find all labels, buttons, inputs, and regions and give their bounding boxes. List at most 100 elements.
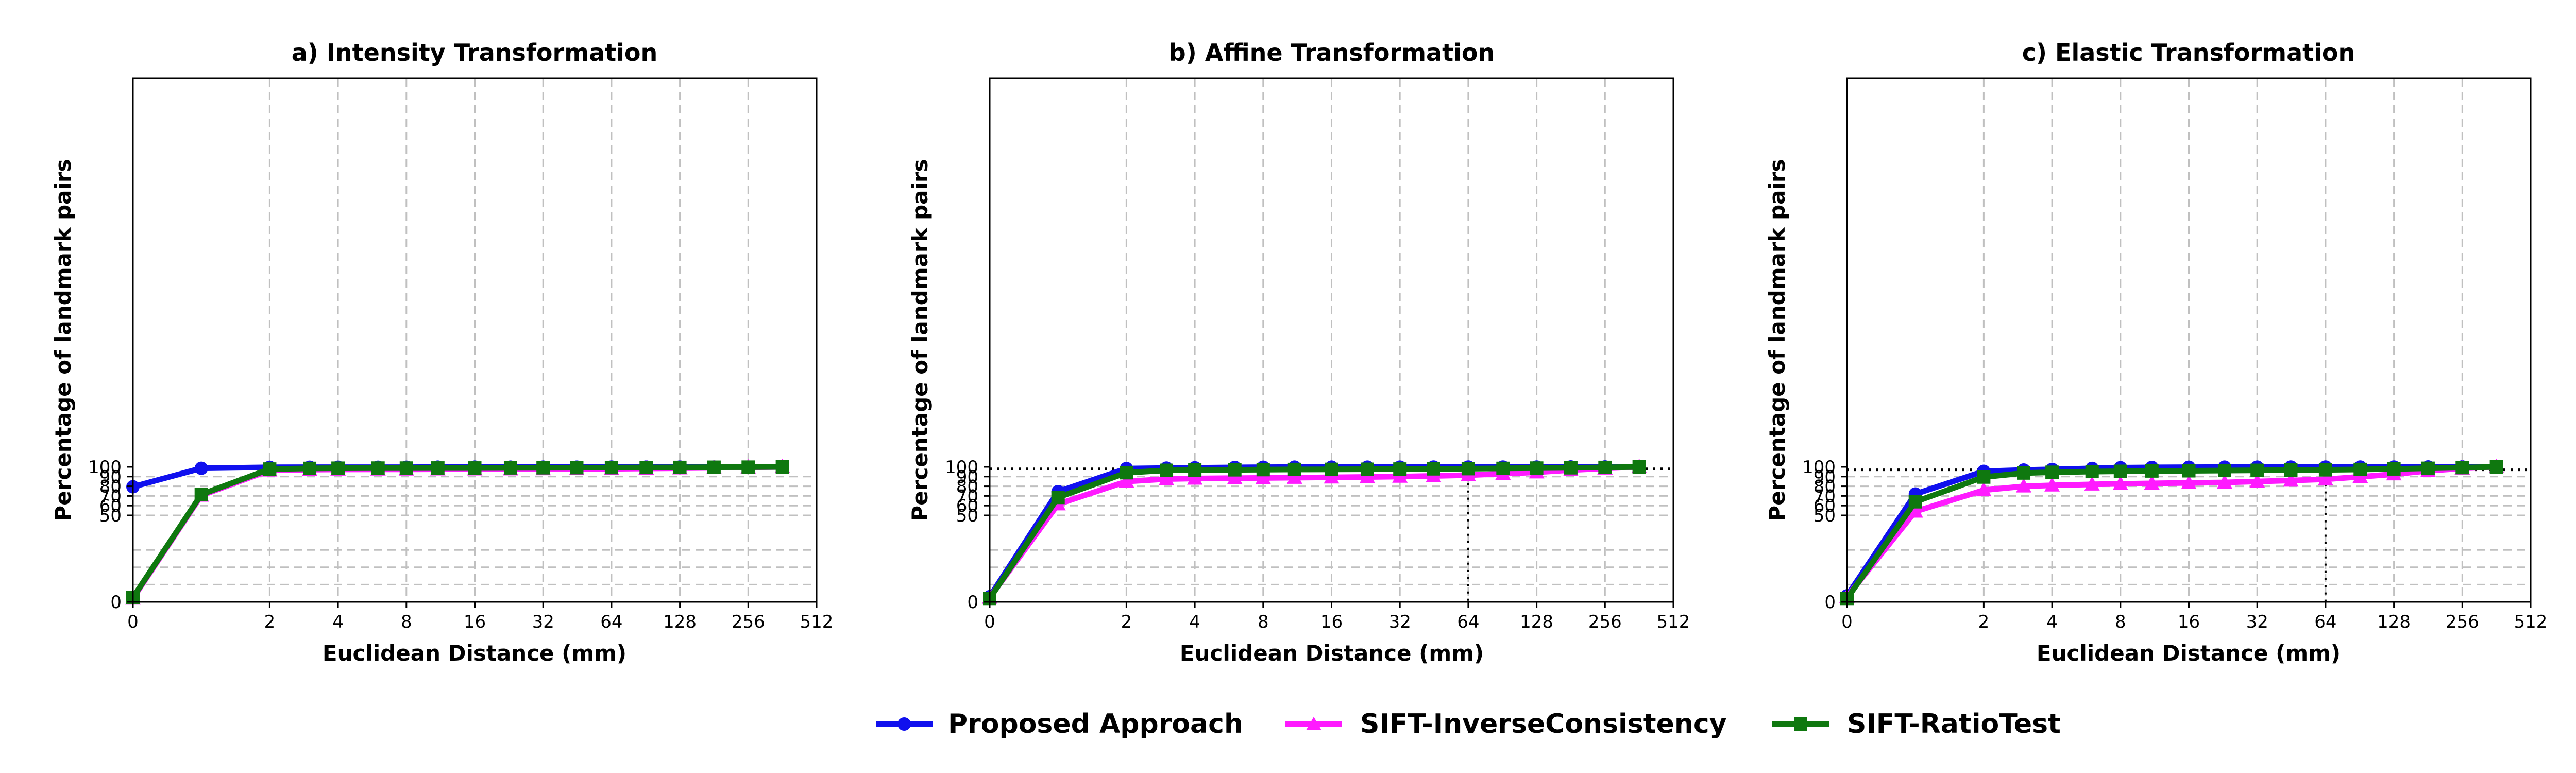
data-point — [2353, 462, 2367, 476]
y-tick-label: 100 — [945, 457, 978, 478]
data-point — [2045, 465, 2059, 479]
x-tick-label: 256 — [732, 612, 765, 632]
data-point — [1159, 470, 1175, 485]
data-point — [331, 461, 345, 475]
legend-marker-square-icon — [1794, 717, 1807, 731]
y-tick-label: 90 — [99, 467, 122, 488]
data-point — [2250, 463, 2264, 477]
y-tick-label: 50 — [99, 506, 122, 526]
chart-panel-a: a) Intensity Transformation Euclidean Di… — [50, 39, 833, 666]
chart-title: c) Elastic Transformation — [2022, 39, 2355, 66]
data-point — [2113, 464, 2127, 478]
x-tick-label: 32 — [532, 612, 554, 632]
chart-title: a) Intensity Transformation — [292, 39, 658, 66]
y-tick-label: 0 — [110, 592, 122, 613]
y-tick-label: 70 — [956, 486, 978, 507]
data-point — [2283, 472, 2299, 487]
series-sift-ratio-test — [983, 460, 1646, 606]
y-tick-label: 80 — [956, 477, 978, 497]
data-point — [2318, 463, 2332, 477]
x-tick-label: 2 — [1121, 612, 1132, 632]
data-point — [2217, 463, 2231, 477]
data-point — [503, 461, 517, 475]
data-point — [2145, 464, 2159, 478]
x-tick-label: 256 — [2446, 612, 2479, 632]
data-point — [194, 461, 208, 475]
y-tick-label: 100 — [88, 457, 122, 478]
data-point — [1324, 469, 1340, 484]
data-point — [2284, 463, 2298, 477]
data-point — [1255, 469, 1271, 484]
data-point — [1360, 462, 1374, 476]
data-point — [2144, 475, 2160, 490]
data-point — [2016, 478, 2032, 493]
y-tick-label: 70 — [1814, 486, 1836, 507]
legend-item-sift-inverse-consistency: SIFT-InverseConsistency — [1285, 709, 1727, 740]
x-tick-label: 4 — [2046, 612, 2058, 632]
data-point — [2085, 465, 2099, 479]
legend-label-sift-ratio-test: SIFT-RatioTest — [1847, 709, 2061, 740]
y-tick-label: 80 — [99, 477, 122, 497]
x-tick-label: 128 — [1520, 612, 1553, 632]
data-point — [1187, 470, 1203, 485]
data-point — [1120, 466, 1133, 480]
x-tick-label: 8 — [1258, 612, 1269, 632]
x-tick-label: 512 — [1657, 612, 1690, 632]
y-tick-label: 100 — [1802, 457, 1836, 478]
data-point — [775, 460, 789, 474]
data-point — [1393, 462, 1407, 476]
data-point — [1976, 482, 1992, 497]
x-tick-label: 2 — [1978, 612, 1990, 632]
x-tick-label: 32 — [2246, 612, 2268, 632]
data-point — [2084, 476, 2100, 491]
data-point — [468, 461, 482, 475]
grid — [133, 78, 817, 602]
legend-label-sift-inverse-consistency: SIFT-InverseConsistency — [1360, 709, 1727, 740]
x-tick-label: 128 — [663, 612, 697, 632]
x-tick-label: 4 — [332, 612, 344, 632]
data-point — [1286, 469, 1302, 484]
x-tick-label: 32 — [1389, 612, 1411, 632]
series-sift-ratio-test — [1840, 460, 2503, 606]
x-tick-label: 16 — [1320, 612, 1343, 632]
x-tick-label: 512 — [800, 612, 834, 632]
data-point — [399, 461, 413, 475]
data-point — [2181, 475, 2197, 490]
x-tick-label: 8 — [2115, 612, 2126, 632]
data-point — [1632, 460, 1646, 474]
data-point — [1256, 463, 1270, 477]
data-point — [673, 460, 687, 474]
data-point — [1598, 460, 1612, 474]
y-tick-label: 0 — [1824, 592, 1836, 613]
data-point — [2387, 462, 2401, 476]
data-point — [570, 461, 584, 475]
data-point — [536, 461, 550, 475]
data-point — [1160, 463, 1174, 477]
data-point — [263, 462, 277, 476]
chart-panel-c: c) Elastic Transformation Euclidean Dist… — [1765, 39, 2547, 666]
data-point — [741, 460, 755, 474]
x-tick-label: 256 — [1588, 612, 1622, 632]
data-point — [707, 460, 721, 474]
data-point — [1118, 473, 1134, 488]
chart-title: b) Affine Transformation — [1169, 39, 1495, 66]
data-point — [2249, 473, 2265, 488]
data-point — [1977, 470, 1991, 484]
y-tick-label: 50 — [956, 506, 978, 526]
x-tick-label: 2 — [264, 612, 276, 632]
data-point — [2216, 474, 2232, 489]
data-point — [1530, 461, 1544, 475]
data-point — [1908, 495, 1922, 509]
data-point — [639, 461, 653, 475]
x-tick-label: 128 — [2377, 612, 2411, 632]
data-point — [1461, 462, 1475, 476]
legend-item-sift-ratio-test: SIFT-RatioTest — [1772, 709, 2061, 740]
y-axis-label: Percentage of landmark pairs — [907, 159, 933, 521]
y-tick-label: 80 — [1814, 477, 1836, 497]
data-point — [1287, 462, 1301, 476]
legend-label-proposed: Proposed Approach — [948, 709, 1243, 740]
data-point — [2421, 461, 2435, 475]
data-point — [2317, 471, 2333, 486]
